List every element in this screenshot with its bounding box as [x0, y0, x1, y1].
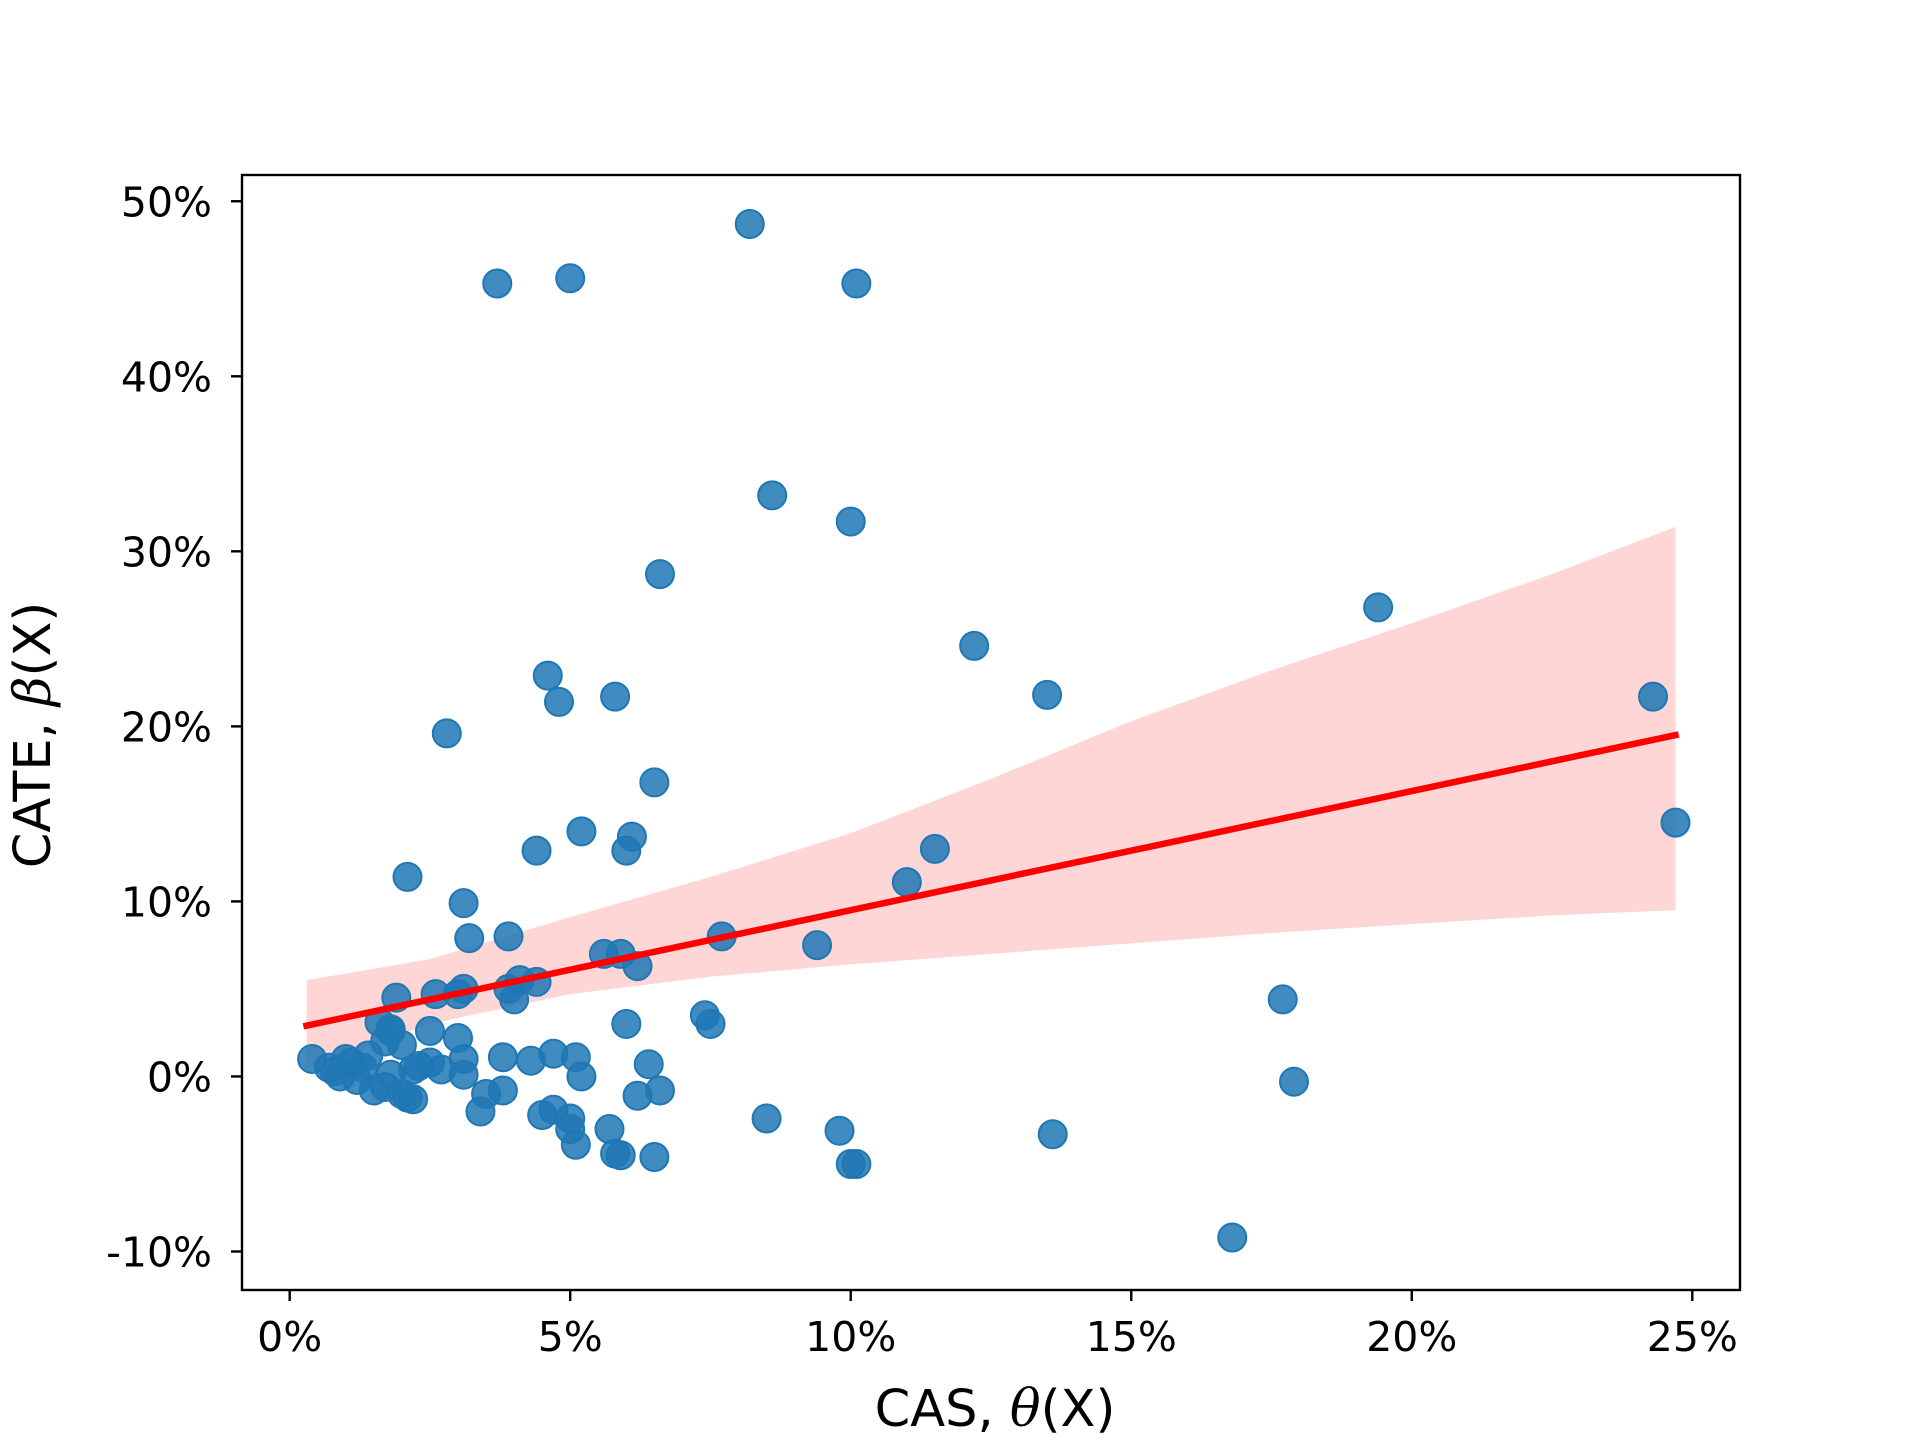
y-tick-label: 40%	[121, 353, 212, 401]
data-point	[751, 1103, 782, 1134]
regression-line	[302, 731, 1680, 1030]
data-point	[600, 681, 631, 712]
x-axis-ticks: 0% 5% 10% 15% 20% 25%	[257, 1290, 1738, 1361]
data-point	[448, 1059, 479, 1090]
data-point	[1638, 681, 1669, 712]
data-point	[1278, 1066, 1309, 1097]
data-point	[594, 1113, 625, 1144]
data-points-layer	[297, 209, 1691, 1253]
data-point	[644, 1075, 675, 1106]
data-point	[639, 1141, 670, 1172]
data-point	[824, 1115, 855, 1146]
data-point	[611, 1008, 642, 1039]
y-axis-ticks: -10% 0% 10% 20% 30% 40% 50%	[106, 178, 242, 1276]
data-point	[891, 867, 922, 898]
data-point	[487, 1042, 518, 1073]
data-point	[482, 268, 513, 299]
data-point	[959, 630, 990, 661]
x-tick-label: 5%	[538, 1313, 603, 1361]
x-tick-label: 20%	[1366, 1313, 1457, 1361]
data-point	[392, 861, 423, 892]
y-axis-label: CATE, β(X)	[4, 602, 63, 869]
data-point	[695, 1008, 726, 1039]
data-point	[1037, 1119, 1068, 1150]
data-point	[414, 1015, 445, 1046]
data-point	[431, 718, 462, 749]
data-point	[757, 480, 788, 511]
data-point	[802, 930, 833, 961]
data-point	[919, 833, 950, 864]
data-point	[566, 816, 597, 847]
y-tick-label: 20%	[121, 703, 212, 751]
data-point	[1267, 984, 1298, 1015]
confidence-band	[306, 526, 1676, 1068]
data-point	[644, 559, 675, 590]
data-point	[841, 1148, 872, 1179]
data-point	[398, 1084, 429, 1115]
data-point	[841, 268, 872, 299]
plot-frame	[240, 173, 1742, 1292]
data-point	[1363, 592, 1394, 623]
x-tick-label: 15%	[1086, 1313, 1177, 1361]
confidence-band-layer	[306, 526, 1676, 1068]
data-point	[454, 923, 485, 954]
data-point	[386, 1029, 417, 1060]
data-point	[555, 263, 586, 294]
data-point	[605, 1140, 636, 1171]
data-point	[543, 686, 574, 717]
y-tick-label: 50%	[121, 178, 212, 226]
y-tick-label: 10%	[121, 878, 212, 926]
data-point	[487, 1075, 518, 1106]
data-point	[566, 1061, 597, 1092]
data-point	[493, 921, 524, 952]
y-tick-label: 30%	[121, 528, 212, 576]
x-tick-label: 10%	[805, 1313, 896, 1361]
data-point	[1032, 679, 1063, 710]
data-point	[639, 767, 670, 798]
x-tick-label: 25%	[1647, 1313, 1738, 1361]
data-point	[532, 660, 563, 691]
data-point	[560, 1129, 591, 1160]
data-point	[835, 506, 866, 537]
data-point	[734, 209, 765, 240]
x-axis-label: CAS, θ(X)	[875, 1380, 1116, 1439]
data-point	[521, 835, 552, 866]
x-tick-label: 0%	[257, 1313, 322, 1361]
y-tick-label: 0%	[147, 1053, 212, 1101]
regression-line-layer	[302, 731, 1680, 1030]
data-point	[633, 1049, 664, 1080]
data-point	[1660, 807, 1691, 838]
data-point	[616, 821, 647, 852]
data-point	[448, 888, 479, 919]
data-point	[1217, 1222, 1248, 1253]
y-tick-label: -10%	[106, 1228, 212, 1276]
